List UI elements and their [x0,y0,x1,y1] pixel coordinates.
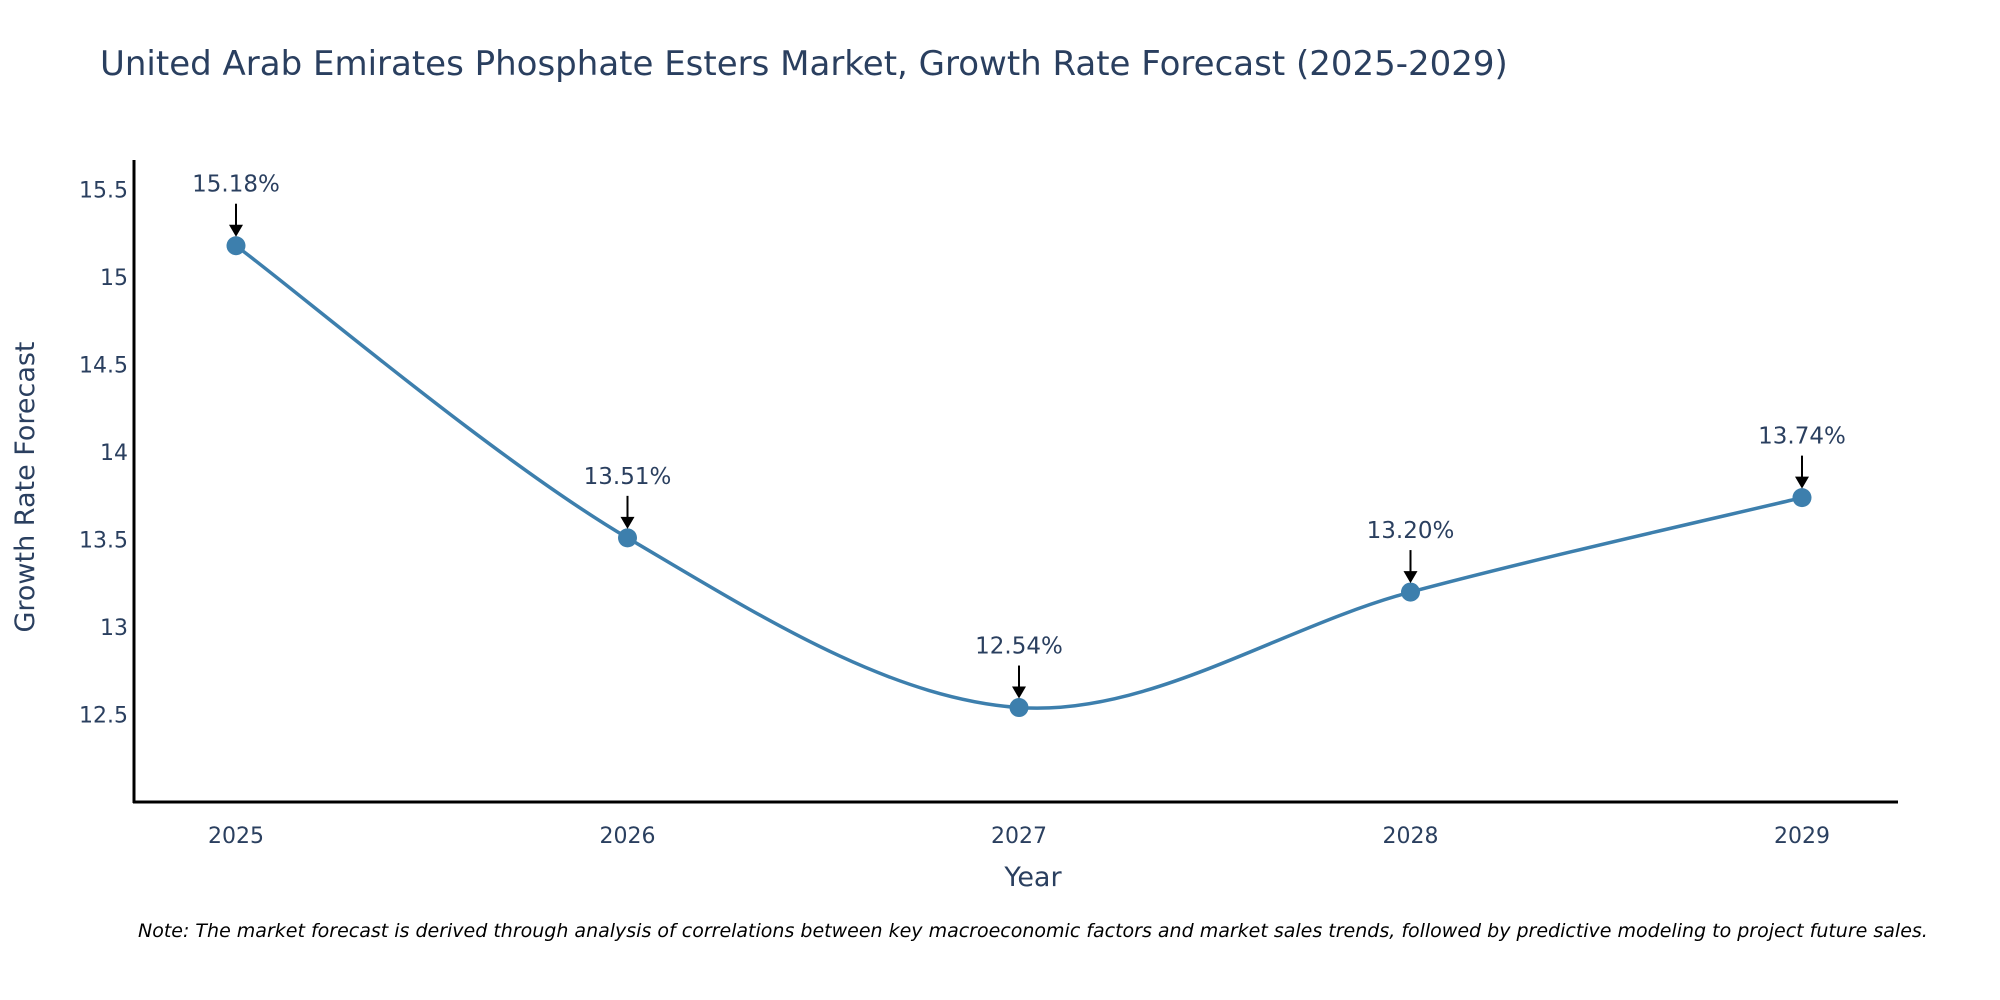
data-label-2025: 15.18% [192,172,280,198]
data-point-2028 [1401,582,1420,602]
annotation-arrowhead [1795,476,1809,489]
y-tick-label: 12.5 [79,704,128,729]
data-label-2027: 12.54% [975,634,1063,660]
y-tick-label: 15.5 [79,179,128,204]
x-tick-label: 2028 [1383,824,1439,849]
x-tick-label: 2029 [1774,824,1830,849]
annotation-arrowhead [1403,571,1418,584]
data-points [226,236,1812,718]
chart-title: United Arab Emirates Phosphate Esters Ma… [100,44,1508,84]
y-tick-label: 14 [100,441,128,466]
annotation-arrowhead [229,224,243,237]
x-tick-label: 2027 [991,824,1047,849]
data-point-2027 [1009,698,1029,718]
data-point-2026 [618,528,637,548]
x-tick-label: 2026 [600,824,656,849]
footnote: Note: The market forecast is derived thr… [138,920,1928,942]
data-point-2025 [226,236,246,256]
data-point-2029 [1792,488,1812,508]
data-label-2029: 13.74% [1758,424,1846,450]
y-tick-label: 13 [100,616,128,641]
annotation-arrowhead [1012,686,1026,699]
y-tick-label: 15 [100,266,128,291]
x-ticks: 2025 2026 2027 2028 2029 [208,824,1830,849]
y-axis-title: Growth Rate Forecast [10,341,41,632]
y-tick-label: 13.5 [79,529,128,554]
annotation-arrowhead [620,516,635,529]
data-label-2026: 13.51% [584,464,672,490]
y-tick-label: 14.5 [79,354,128,379]
data-label-2028: 13.20% [1367,518,1455,544]
y-ticks: 12.5 13 13.5 14 14.5 15 15.5 [79,179,128,729]
x-axis-title: Year [1003,862,1062,893]
x-tick-label: 2025 [208,824,264,849]
data-annotations: 15.18% 13.51% 12.54% 13.20% 13.74% [192,172,1846,699]
axes [132,160,1898,804]
